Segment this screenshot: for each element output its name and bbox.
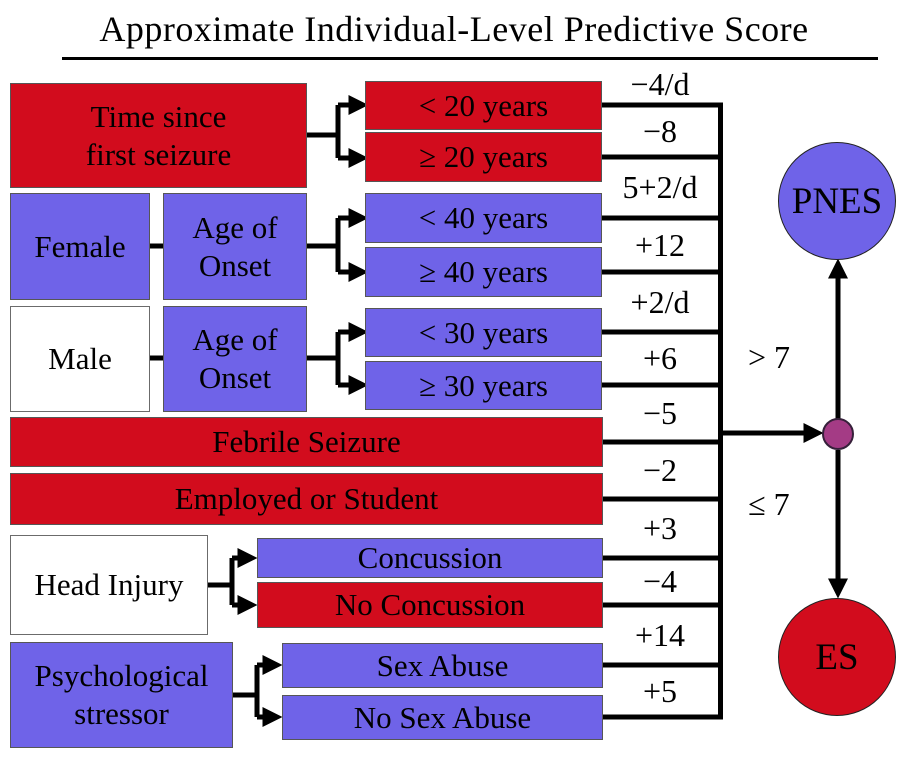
score-employed: −2 xyxy=(642,452,678,488)
option-lt-30-years: < 30 years xyxy=(365,308,602,357)
option-lt-20-years: < 20 years xyxy=(365,81,602,130)
score-lt-20-years: −4/d xyxy=(630,66,690,102)
factor-febrile-seizure: Febrile Seizure xyxy=(10,417,603,467)
factor-label: Employed or Student xyxy=(174,481,439,517)
option-label: ≥ 20 years xyxy=(419,139,548,175)
option-label: No Sex Abuse xyxy=(353,699,532,735)
factor-label: Time since xyxy=(90,98,227,134)
option-ge-40-years: ≥ 40 years xyxy=(365,247,602,297)
factor-age-of-onset-female: Age of Onset xyxy=(163,193,307,300)
option-lt-40-years: < 40 years xyxy=(365,193,602,243)
option-label: ≥ 30 years xyxy=(419,367,548,403)
score-concussion: +3 xyxy=(642,510,678,546)
option-label: < 30 years xyxy=(418,314,549,350)
factor-label: Head Injury xyxy=(34,567,184,603)
score-no-sex-abuse: +5 xyxy=(642,672,678,709)
factor-label: Onset xyxy=(198,360,272,395)
factor-time-since-first-seizure: Time since first seizure xyxy=(10,83,307,188)
factor-age-of-onset-male: Age of Onset xyxy=(163,306,307,412)
score-febrile: −5 xyxy=(642,395,678,431)
score-lt-30-years: +2/d xyxy=(630,283,690,320)
option-label: Concussion xyxy=(357,540,503,576)
factor-employed-or-student: Employed or Student xyxy=(10,473,603,525)
factor-label: stressor xyxy=(74,696,169,731)
factor-head-injury: Head Injury xyxy=(10,535,208,635)
factor-label: Febrile Seizure xyxy=(212,424,401,460)
option-ge-20-years: ≥ 20 years xyxy=(365,132,602,182)
factor-label: Female xyxy=(34,228,126,264)
factor-label: first seizure xyxy=(85,136,232,172)
outcome-pnes: PNES xyxy=(778,142,896,260)
score-ge-20-years: −8 xyxy=(642,112,678,149)
score-sex-abuse: +14 xyxy=(634,616,686,653)
option-label: ≥ 40 years xyxy=(419,254,548,290)
threshold-below-label: ≤ 7 xyxy=(748,486,790,522)
score-ge-30-years: +6 xyxy=(642,340,678,376)
page-title: Approximate Individual-Level Predictive … xyxy=(99,9,809,49)
factor-label: Age of xyxy=(192,322,278,358)
option-ge-30-years: ≥ 30 years xyxy=(365,361,602,410)
factor-male: Male xyxy=(10,306,150,412)
option-label: Sex Abuse xyxy=(376,647,509,683)
factor-label: Psychological xyxy=(34,658,209,694)
score-lt-40-years: 5+2/d xyxy=(622,169,698,205)
option-label: No Concussion xyxy=(334,587,526,623)
factor-psychological-stressor: Psychological stressor xyxy=(10,642,233,748)
score-ge-40-years: +12 xyxy=(634,226,686,263)
option-label: < 40 years xyxy=(418,200,549,236)
outcome-es: ES xyxy=(778,598,896,716)
title-underline xyxy=(62,57,878,60)
factor-female: Female xyxy=(10,193,150,300)
decision-node-dot xyxy=(822,418,854,450)
option-concussion: Concussion xyxy=(257,538,603,578)
factor-label: Age of xyxy=(192,209,278,245)
threshold-above-label: > 7 xyxy=(748,339,791,375)
outcome-label: ES xyxy=(815,636,859,678)
outcome-label: PNES xyxy=(791,180,883,222)
option-sex-abuse: Sex Abuse xyxy=(282,643,603,688)
score-no-concussion: −4 xyxy=(642,563,678,599)
factor-label: Male xyxy=(48,341,112,377)
option-no-concussion: No Concussion xyxy=(257,582,603,628)
option-no-sex-abuse: No Sex Abuse xyxy=(282,695,603,740)
factor-label: Onset xyxy=(198,247,272,283)
option-label: < 20 years xyxy=(418,87,549,123)
